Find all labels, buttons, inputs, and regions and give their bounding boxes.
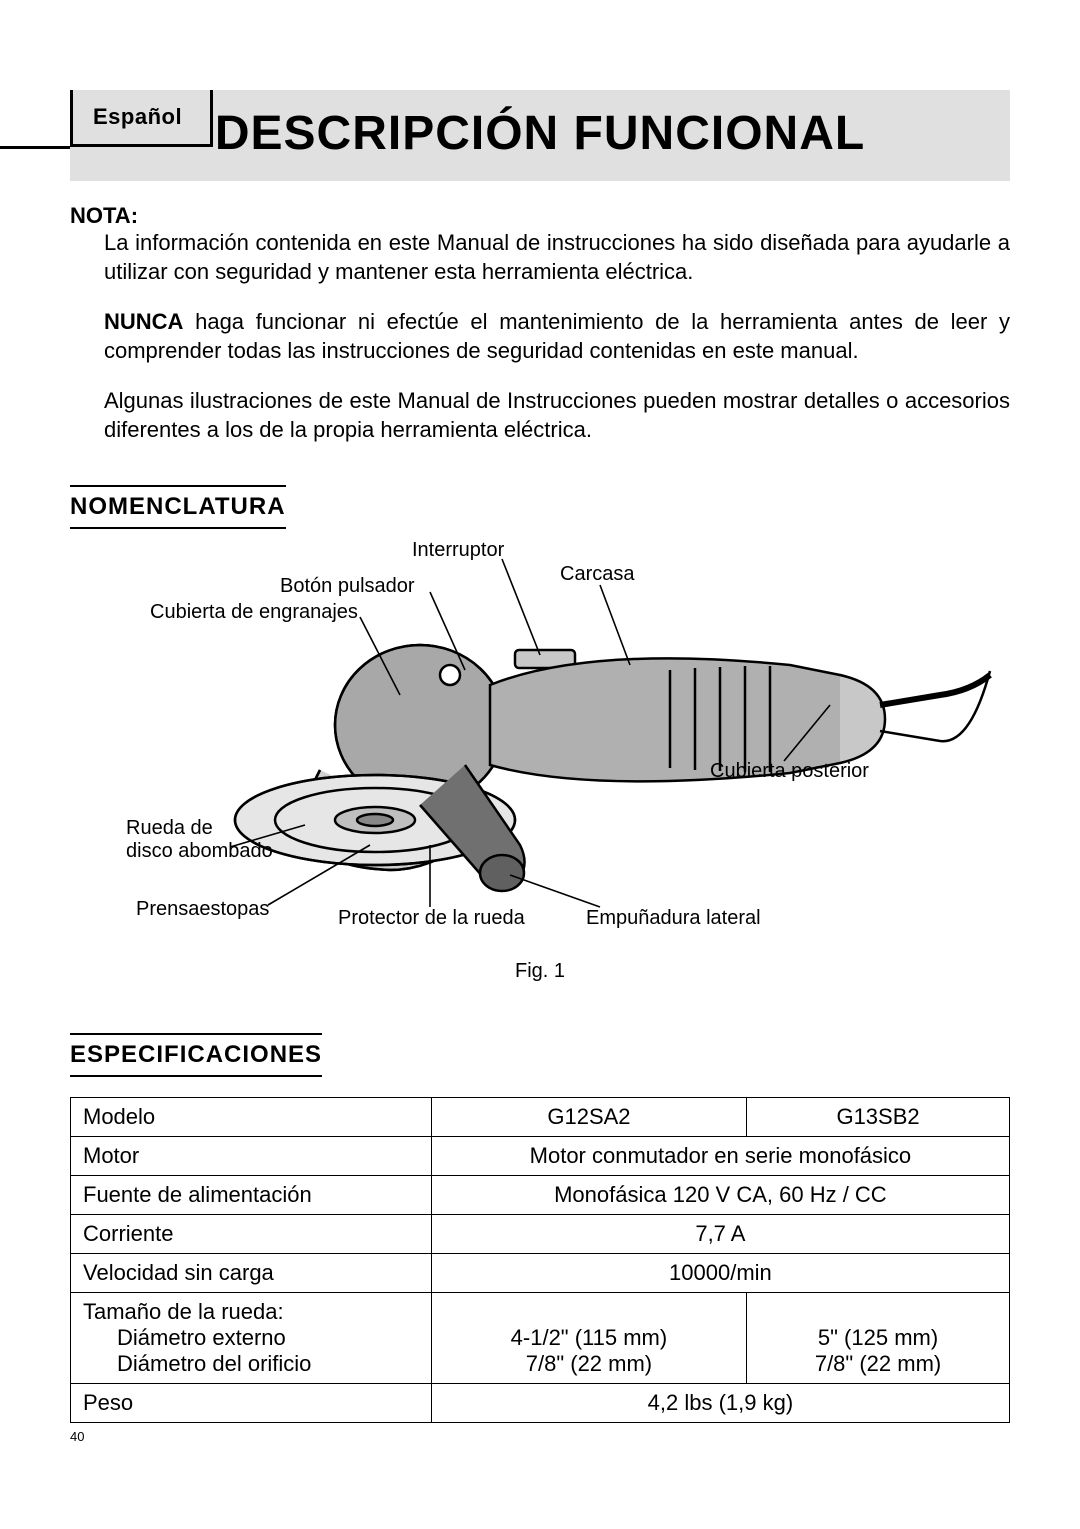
spec-label: Fuente de alimentación <box>71 1175 432 1214</box>
wheel-label: Tamaño de la rueda: <box>83 1299 284 1324</box>
wheel-c1-l1: 4-1/2" (115 mm) <box>511 1325 668 1350</box>
wheel-sub1: Diámetro externo <box>83 1325 419 1351</box>
nota-body: La información contenida en este Manual … <box>104 229 1010 445</box>
label-prensaestopas: Prensaestopas <box>136 898 269 921</box>
spec-value: 4-1/2" (115 mm) 7/8" (22 mm) <box>431 1292 746 1383</box>
spec-value: 4,2 lbs (1,9 kg) <box>431 1383 1009 1422</box>
figure-caption: Fig. 1 <box>70 960 1010 983</box>
nota-label: NOTA: <box>70 203 138 228</box>
spec-value: 7,7 A <box>431 1214 1009 1253</box>
spec-label: Velocidad sin carga <box>71 1253 432 1292</box>
nota-paragraph-2: NUNCA haga funcionar ni efectúe el mante… <box>104 308 1010 365</box>
spec-label: Peso <box>71 1383 432 1422</box>
nota-p2-rest: haga funcionar ni efectúe el mantenimien… <box>104 309 1010 363</box>
page: Español DESCRIPCIÓN FUNCIONAL NOTA: La i… <box>0 90 1080 1474</box>
table-row: Peso 4,2 lbs (1,9 kg) <box>71 1383 1010 1422</box>
label-rueda: Rueda de disco abombado <box>126 817 273 863</box>
spec-value: Motor conmutador en serie monofásico <box>431 1136 1009 1175</box>
label-cubierta-engranajes: Cubierta de engranajes <box>150 601 358 624</box>
table-row: Fuente de alimentación Monofásica 120 V … <box>71 1175 1010 1214</box>
wheel-c1-l2: 7/8" (22 mm) <box>526 1351 652 1376</box>
nunca-strong: NUNCA <box>104 309 183 334</box>
nota-block: NOTA: La información contenida en este M… <box>70 203 1010 445</box>
label-rueda-l2: disco abombado <box>126 840 273 862</box>
heading-especificaciones: ESPECIFICACIONES <box>70 1033 322 1077</box>
wheel-sub2: Diámetro del orificio <box>83 1351 419 1377</box>
table-row: Tamaño de la rueda: Diámetro externo Diá… <box>71 1292 1010 1383</box>
page-number: 40 <box>70 1429 1010 1444</box>
label-protector-rueda: Protector de la rueda <box>338 907 525 930</box>
table-row: Corriente 7,7 A <box>71 1214 1010 1253</box>
table-row: Modelo G12SA2 G13SB2 <box>71 1097 1010 1136</box>
spec-value: 10000/min <box>431 1253 1009 1292</box>
table-row: Velocidad sin carga 10000/min <box>71 1253 1010 1292</box>
spec-value: G13SB2 <box>747 1097 1010 1136</box>
label-cubierta-posterior: Cubierta posterior <box>710 760 869 783</box>
spec-value: 5" (125 mm) 7/8" (22 mm) <box>747 1292 1010 1383</box>
nota-paragraph-1: La información contenida en este Manual … <box>104 229 1010 286</box>
label-empunadura-lateral: Empuñadura lateral <box>586 907 761 930</box>
table-row: Motor Motor conmutador en serie monofási… <box>71 1136 1010 1175</box>
spec-label: Corriente <box>71 1214 432 1253</box>
lang-underline <box>0 146 70 149</box>
spec-label: Motor <box>71 1136 432 1175</box>
label-carcasa: Carcasa <box>560 563 634 586</box>
spec-table: Modelo G12SA2 G13SB2 Motor Motor conmuta… <box>70 1097 1010 1423</box>
wheel-c2-l2: 7/8" (22 mm) <box>815 1351 941 1376</box>
spec-label: Modelo <box>71 1097 432 1136</box>
heading-nomenclatura: NOMENCLATURA <box>70 485 286 529</box>
label-interruptor: Interruptor <box>412 539 504 562</box>
label-boton-pulsador: Botón pulsador <box>280 575 415 598</box>
spec-value: G12SA2 <box>431 1097 746 1136</box>
nota-paragraph-3: Algunas ilustraciones de este Manual de … <box>104 387 1010 444</box>
language-tab: Español <box>70 90 213 147</box>
wheel-c2-l1: 5" (125 mm) <box>818 1325 938 1350</box>
grinder-svg <box>70 535 1010 955</box>
nomenclature-diagram: Interruptor Carcasa Botón pulsador Cubie… <box>70 535 1010 1015</box>
label-rueda-l1: Rueda de <box>126 817 213 839</box>
spec-value: Monofásica 120 V CA, 60 Hz / CC <box>431 1175 1009 1214</box>
spec-label-wheel: Tamaño de la rueda: Diámetro externo Diá… <box>71 1292 432 1383</box>
